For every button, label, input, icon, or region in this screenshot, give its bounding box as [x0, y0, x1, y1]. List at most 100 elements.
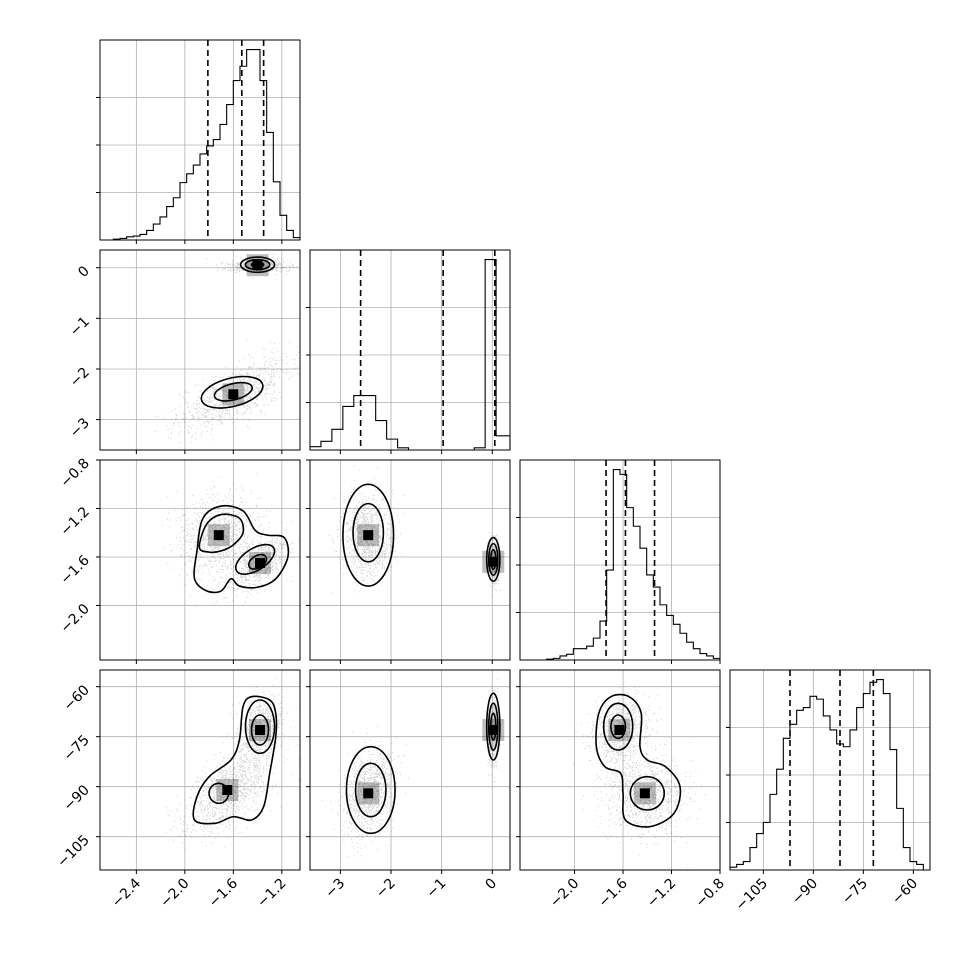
scatter-frame — [99, 669, 301, 871]
contour-level-1 — [352, 502, 385, 563]
panel-content — [310, 460, 510, 660]
density-halo — [249, 719, 271, 741]
density-halo — [357, 782, 380, 805]
scatter-panel-0-3 — [96, 669, 301, 874]
contour-level-0 — [342, 483, 395, 587]
density-halo — [482, 719, 505, 741]
x-tick-label: −1.6 — [596, 875, 631, 910]
contour-level-2 — [610, 714, 627, 740]
contour-level-1 — [198, 513, 245, 554]
y-tick-label: −2 — [67, 365, 93, 391]
y-tick-label: −1.2 — [57, 504, 92, 539]
scatter-dots — [568, 682, 706, 868]
scatter-points — [165, 673, 300, 850]
x-tick-label: −90 — [789, 876, 821, 908]
contour-level-2 — [485, 692, 501, 761]
x-tick-label: −2.4 — [109, 875, 144, 910]
contour-level-1 — [244, 699, 276, 755]
x-tick-label: −1.2 — [254, 876, 289, 911]
scatter-points — [321, 678, 503, 858]
contour-level-4 — [489, 712, 497, 741]
density-halo — [357, 524, 380, 547]
y-tick-label: −105 — [54, 832, 93, 871]
scatter-frame — [309, 669, 511, 871]
y-tick-label: −0.8 — [57, 456, 92, 491]
contour-level-4 — [213, 381, 254, 402]
contour-level-2 — [250, 261, 265, 269]
density-halo — [222, 383, 245, 406]
scatter-frame — [99, 459, 301, 661]
density-core — [488, 725, 499, 735]
scatter-points — [161, 471, 300, 609]
contour-level-1 — [602, 702, 634, 751]
contour-level-0 — [192, 695, 278, 825]
hist-panel-0 — [96, 39, 301, 244]
scatter-frame — [309, 459, 511, 661]
y-tick-label: −60 — [61, 682, 93, 714]
scatter-panel-0-1 — [96, 249, 301, 454]
density-core — [614, 725, 625, 735]
hist-frame — [729, 669, 931, 871]
y-tick-label: −1.6 — [57, 552, 92, 587]
x-tick-label: 0 — [482, 876, 500, 894]
x-tick-label: −1 — [424, 876, 450, 902]
x-tick-label: −105 — [733, 876, 772, 915]
scatter-dots — [161, 471, 300, 609]
panel-content — [100, 670, 300, 870]
contour-level-0 — [345, 745, 396, 835]
contour-level-0 — [595, 693, 682, 828]
x-tick-label: −2 — [373, 876, 399, 902]
panel-content — [520, 670, 720, 870]
x-tick-label: −60 — [889, 876, 921, 908]
hist-frame — [519, 459, 721, 661]
contour-level-0 — [193, 504, 290, 594]
y-tick-label: 0 — [75, 263, 93, 281]
scatter-panel-1-2 — [306, 459, 511, 664]
scatter-panel-1-3 — [306, 669, 511, 874]
scatter-frame — [519, 669, 721, 871]
density-core — [488, 556, 499, 567]
y-tick-label: −2.0 — [57, 601, 92, 636]
x-tick-label: −75 — [839, 876, 871, 908]
x-tick-label: −2.0 — [547, 876, 582, 911]
contour-level-3 — [487, 702, 499, 751]
scatter-frame — [99, 249, 301, 451]
contour-level-3 — [629, 775, 666, 811]
contour-level-3 — [208, 782, 230, 805]
hist-panel-2 — [516, 459, 721, 664]
density-halo — [207, 524, 230, 547]
density-core — [213, 530, 224, 541]
contour-level-3 — [487, 542, 499, 576]
x-tick-label: −1.6 — [206, 875, 241, 910]
panel-content — [100, 250, 300, 450]
contour-level-2 — [234, 543, 276, 576]
contour-level-0 — [239, 256, 276, 274]
contour-level-3 — [247, 553, 268, 570]
x-tick-label: −1.2 — [644, 876, 679, 911]
density-core — [228, 389, 239, 400]
density-core — [363, 530, 374, 541]
hist-frame — [309, 249, 511, 451]
contour-level-3 — [200, 375, 264, 409]
scatter-points — [154, 253, 300, 443]
x-tick-label: −0.8 — [692, 876, 727, 911]
scatter-panel-2-3 — [516, 669, 721, 874]
y-tick-label: −90 — [61, 782, 93, 814]
density-core — [363, 788, 374, 799]
hist-step-line — [729, 678, 930, 871]
contour-level-4 — [489, 548, 497, 570]
contour-level-1 — [354, 762, 387, 818]
density-halo — [633, 782, 656, 805]
contour-level-2 — [250, 714, 270, 746]
x-tick-label: −2.0 — [157, 876, 192, 911]
hist-step-line — [520, 468, 721, 661]
y-tick-label: −1 — [67, 314, 93, 340]
scatter-dots — [154, 253, 300, 443]
scatter-dots — [321, 678, 503, 858]
y-tick-label: −3 — [67, 415, 93, 441]
scatter-dots — [165, 673, 300, 850]
scatter-points — [568, 682, 706, 868]
scatter-panel-0-2 — [96, 459, 301, 664]
panel-content — [310, 670, 510, 870]
